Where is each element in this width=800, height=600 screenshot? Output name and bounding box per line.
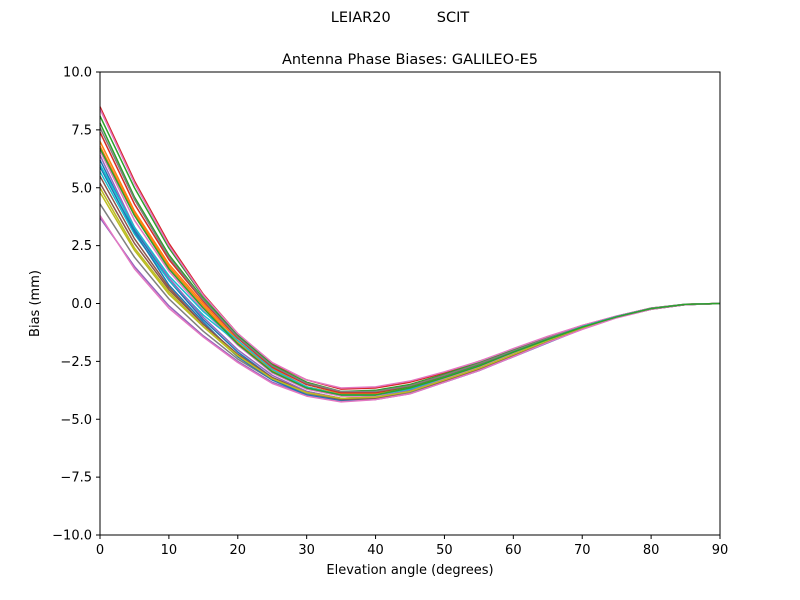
x-axis-label: Elevation angle (degrees) xyxy=(326,563,493,578)
series-line-12 xyxy=(99,145,721,396)
y-axis-label: Bias (mm) xyxy=(28,270,43,337)
series-line-13 xyxy=(99,115,721,393)
plot-frame xyxy=(99,71,721,536)
series-line-5 xyxy=(99,217,721,402)
x-tick-label: 90 xyxy=(712,543,729,558)
series-layer xyxy=(99,106,721,403)
y-tick-label: −2.5 xyxy=(60,355,92,370)
series-line-21 xyxy=(99,215,721,403)
series-line-14 xyxy=(99,131,721,394)
x-tick-label: 40 xyxy=(367,543,384,558)
figure-suptitle: LEIAR20 SCIT xyxy=(330,10,470,26)
x-axis: 0 10 20 30 40 50 60 70 80 90 xyxy=(96,535,728,558)
y-tick-label: 7.5 xyxy=(71,123,92,138)
y-tick-label: 10.0 xyxy=(63,66,92,81)
series-line-15 xyxy=(99,155,721,400)
x-tick-label: 20 xyxy=(230,543,247,558)
x-tick-label: 50 xyxy=(436,543,453,558)
series-line-4 xyxy=(99,106,721,390)
y-tick-label: −10.0 xyxy=(52,529,92,544)
series-line-22 xyxy=(99,148,721,396)
y-tick-label: −5.0 xyxy=(60,413,92,428)
chart-title: Antenna Phase Biases: GALILEO-E5 xyxy=(282,52,538,68)
series-line-11 xyxy=(99,166,721,402)
series-line-2 xyxy=(99,141,721,395)
x-tick-label: 30 xyxy=(298,543,315,558)
y-tick-label: −7.5 xyxy=(60,471,92,486)
x-tick-label: 60 xyxy=(505,543,522,558)
series-line-7 xyxy=(99,150,721,397)
x-tick-label: 80 xyxy=(643,543,660,558)
series-line-3 xyxy=(99,122,721,394)
y-tick-label: 2.5 xyxy=(71,239,92,254)
x-tick-label: 10 xyxy=(161,543,178,558)
series-line-17 xyxy=(99,108,721,389)
series-line-18 xyxy=(99,127,721,393)
x-tick-label: 0 xyxy=(96,543,104,558)
x-tick-label: 70 xyxy=(574,543,591,558)
y-tick-label: 0.0 xyxy=(71,297,92,312)
y-tick-label: 5.0 xyxy=(71,181,92,196)
y-axis: −10.0 −7.5 −5.0 −2.5 0.0 2.5 5.0 7.5 10.0 xyxy=(52,66,100,544)
